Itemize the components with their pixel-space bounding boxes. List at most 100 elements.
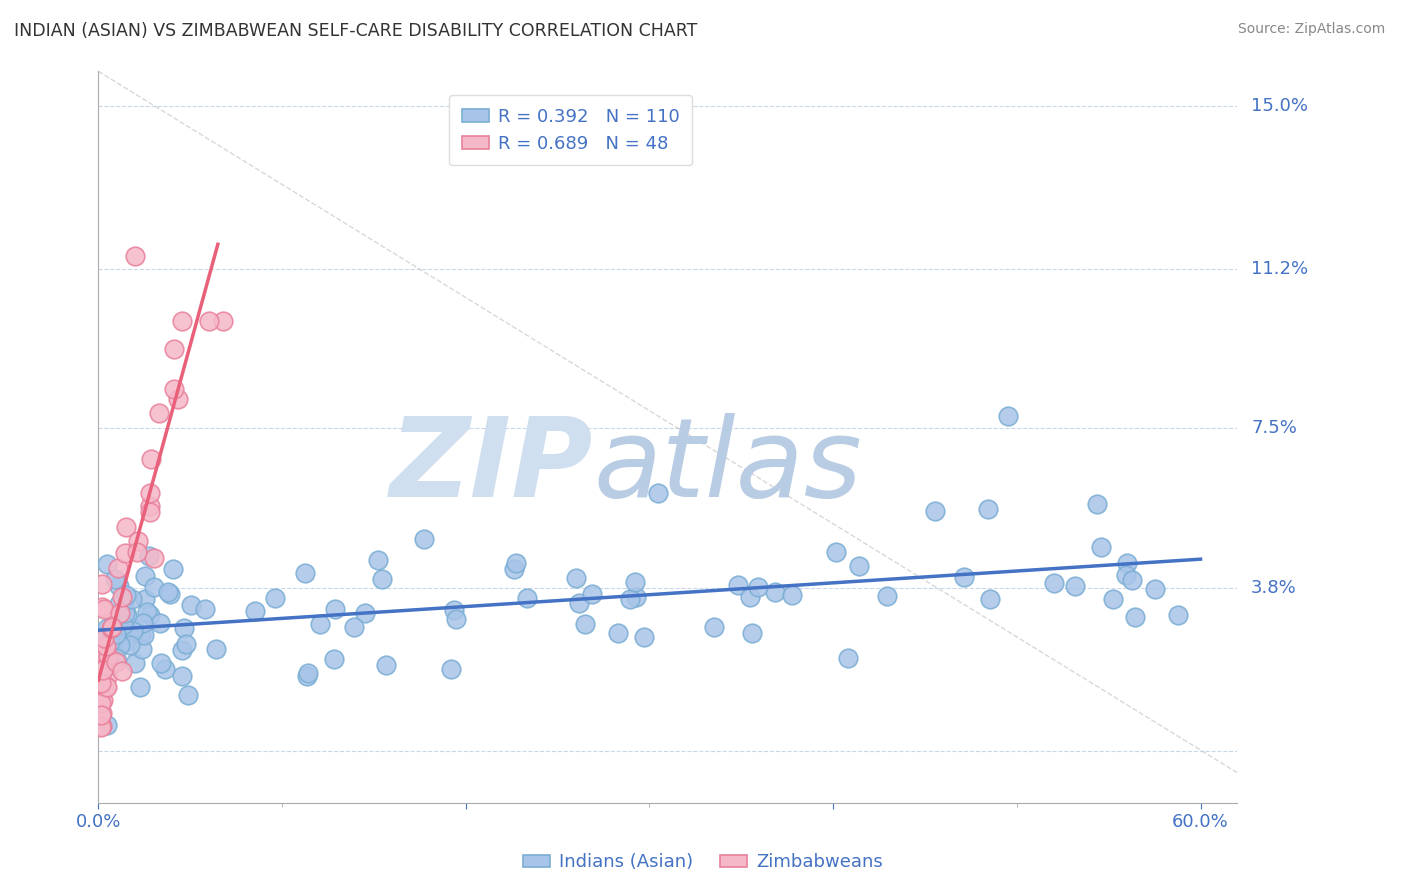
Point [342, 620, 364, 634]
Point [138, 505, 160, 519]
Point [979, 591, 1001, 606]
Point [367, 553, 389, 567]
Point [115, 588, 138, 602]
Point [134, 591, 156, 606]
Point [91, 660, 114, 674]
Point [309, 616, 332, 631]
Text: 3.8%: 3.8% [1251, 579, 1296, 597]
Point [114, 606, 136, 620]
Point [94, 639, 117, 653]
Point [134, 569, 156, 583]
Point [170, 314, 193, 328]
Point [212, 314, 235, 328]
Point [101, 620, 124, 634]
Point [91, 630, 114, 644]
Point [174, 638, 197, 652]
Point [323, 652, 346, 666]
Point [1042, 576, 1064, 591]
Point [96, 620, 118, 634]
Point [114, 546, 136, 560]
Point [740, 590, 762, 604]
Point [413, 533, 436, 547]
Point [100, 620, 122, 634]
Point [763, 585, 786, 599]
Point [163, 382, 186, 396]
Point [440, 662, 463, 676]
Point [159, 587, 181, 601]
Point [107, 579, 129, 593]
Point [115, 633, 138, 648]
Point [121, 591, 143, 606]
Point [148, 406, 170, 420]
Point [323, 601, 346, 615]
Text: INDIAN (ASIAN) VS ZIMBABWEAN SELF-CARE DISABILITY CORRELATION CHART: INDIAN (ASIAN) VS ZIMBABWEAN SELF-CARE D… [14, 22, 697, 40]
Point [128, 680, 150, 694]
Legend: R = 0.392   N = 110, R = 0.689   N = 48: R = 0.392 N = 110, R = 0.689 N = 48 [449, 95, 692, 165]
Point [1167, 608, 1189, 623]
Point [138, 608, 160, 623]
Point [134, 628, 156, 642]
Point [953, 570, 976, 584]
Point [91, 664, 114, 678]
Point [91, 693, 114, 707]
Point [1123, 609, 1146, 624]
Point [110, 607, 132, 621]
Point [90, 696, 112, 710]
Point [297, 666, 319, 681]
Point [115, 607, 138, 622]
Point [1090, 541, 1112, 555]
Point [97, 648, 120, 663]
Point [101, 621, 124, 635]
Point [150, 656, 173, 670]
Point [924, 504, 946, 518]
Point [747, 580, 769, 594]
Point [118, 639, 141, 653]
Point [294, 566, 316, 581]
Point [100, 658, 122, 673]
Point [96, 717, 118, 731]
Point [1121, 573, 1143, 587]
Point [180, 598, 202, 612]
Point [976, 501, 998, 516]
Point [1115, 568, 1137, 582]
Point [91, 658, 114, 673]
Point [581, 587, 603, 601]
Point [105, 651, 128, 665]
Point [371, 572, 394, 586]
Point [131, 641, 153, 656]
Point [149, 615, 172, 630]
Point [172, 643, 194, 657]
Point [155, 662, 177, 676]
Point [503, 562, 526, 576]
Point [568, 596, 591, 610]
Point [107, 561, 129, 575]
Point [354, 606, 377, 620]
Point [93, 677, 115, 691]
Point [824, 545, 846, 559]
Point [1143, 582, 1166, 597]
Point [1085, 497, 1108, 511]
Point [565, 571, 588, 585]
Point [156, 585, 179, 599]
Point [96, 557, 118, 571]
Point [93, 601, 115, 615]
Point [101, 638, 124, 652]
Point [98, 635, 121, 649]
Point [163, 343, 186, 357]
Point [443, 602, 465, 616]
Point [90, 719, 112, 733]
Point [374, 658, 396, 673]
Point [204, 642, 226, 657]
Point [104, 655, 127, 669]
Point [780, 588, 803, 602]
Point [444, 612, 467, 626]
Point [1064, 579, 1087, 593]
Point [136, 605, 159, 619]
Point [90, 690, 112, 705]
Point [624, 590, 647, 604]
Point [166, 392, 188, 406]
Point [607, 625, 630, 640]
Point [1101, 591, 1123, 606]
Legend: Indians (Asian), Zimbabweans: Indians (Asian), Zimbabweans [516, 847, 890, 879]
Point [108, 597, 131, 611]
